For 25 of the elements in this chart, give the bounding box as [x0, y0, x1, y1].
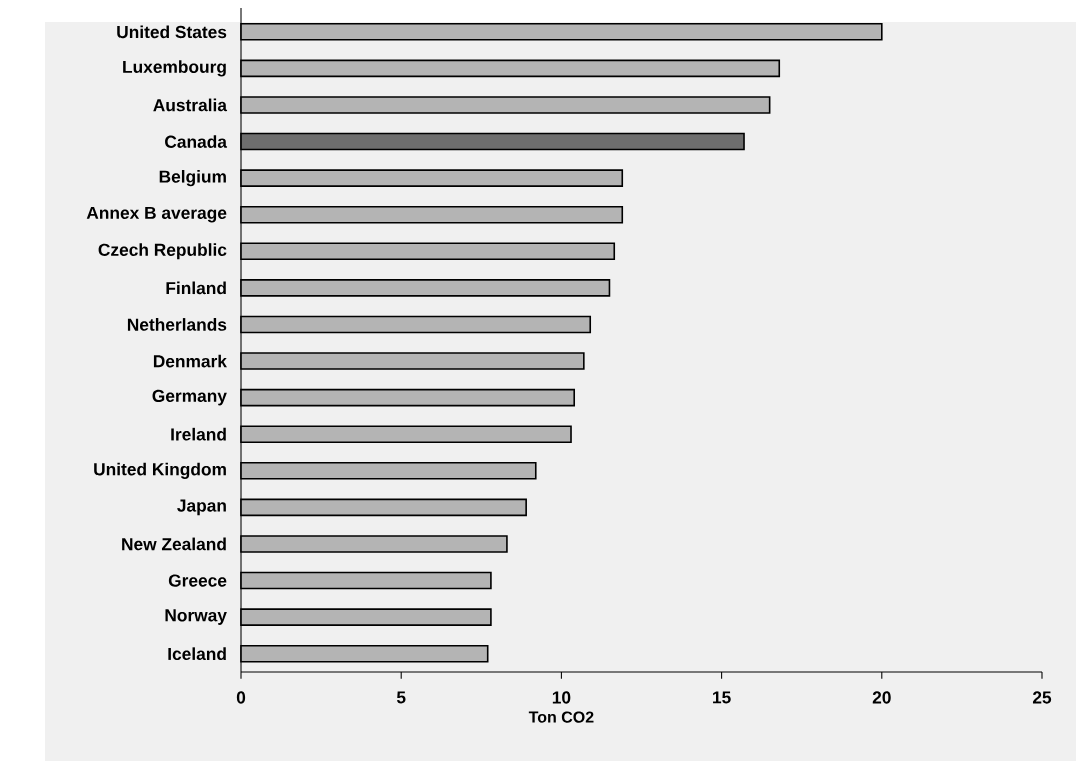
y-tick-label: Luxembourg	[123, 60, 226, 77]
y-tick-label: Japan	[177, 499, 226, 516]
y-tick-label: Netherlands	[127, 318, 227, 331]
x-tick-label: 15	[713, 691, 731, 704]
y-tick-label: Canada	[165, 135, 228, 148]
y-tick-label: United States	[117, 25, 227, 39]
y-tick-label: Annex B average	[86, 206, 227, 223]
y-tick-label: Belgium	[159, 169, 226, 187]
x-tick-label: 5	[396, 691, 406, 704]
x-tick-label: 10	[552, 691, 571, 704]
x-tick-label: 20	[872, 691, 891, 704]
y-tick-label: Greece	[168, 574, 227, 587]
y-tick-label: Australia	[153, 98, 228, 112]
y-tick-label: New Zealand	[122, 537, 226, 551]
y-tick-label: Ireland	[171, 427, 226, 441]
y-tick-label: Norway	[165, 609, 227, 625]
y-tick-label: Germany	[152, 389, 227, 406]
x-tick-label: 0	[236, 691, 246, 704]
x-axis-title: Ton CO2	[528, 711, 594, 723]
y-tick-label: United Kingdom	[94, 462, 226, 479]
x-tick-label: 25	[1032, 691, 1052, 704]
y-tick-label: Finland	[166, 281, 226, 295]
y-tick-label: Iceland	[168, 647, 226, 661]
y-tick-label: Czech Republic	[98, 243, 227, 260]
y-tick-label: Denmark	[153, 354, 227, 368]
